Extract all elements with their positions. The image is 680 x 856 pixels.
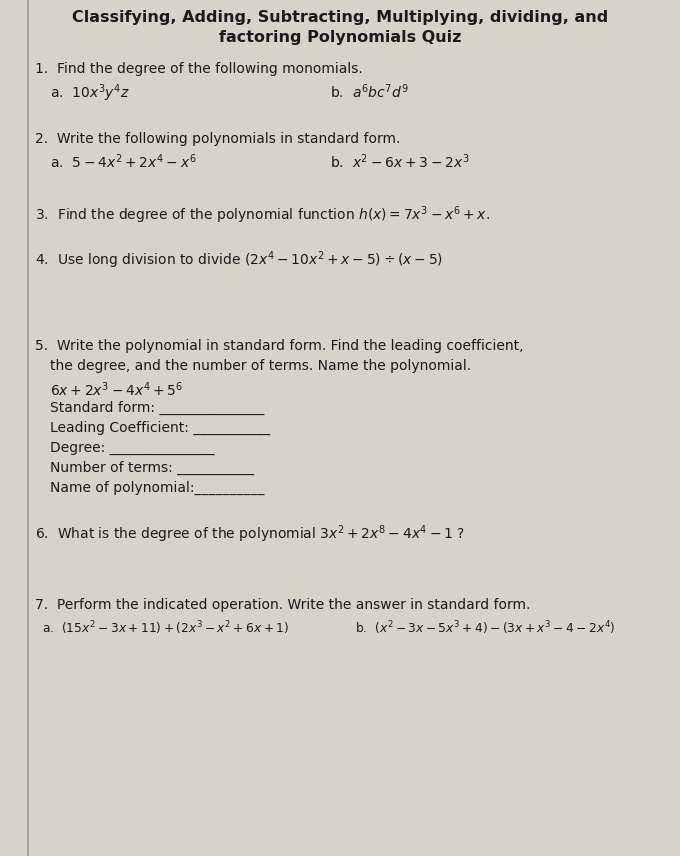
- Text: Leading Coefficient: ___________: Leading Coefficient: ___________: [50, 421, 270, 435]
- Text: b.  $x^2-6x+3-2x^3$: b. $x^2-6x+3-2x^3$: [330, 152, 469, 170]
- Text: a.  $(15x^2-3x+11)+(2x^3-x^2+6x+1)$: a. $(15x^2-3x+11)+(2x^3-x^2+6x+1)$: [42, 619, 289, 637]
- Text: Degree: _______________: Degree: _______________: [50, 441, 215, 455]
- Text: a.  $5-4x^2+2x^4-x^6$: a. $5-4x^2+2x^4-x^6$: [50, 152, 197, 170]
- Text: b.  $a^6bc^7d^9$: b. $a^6bc^7d^9$: [330, 82, 409, 101]
- Text: a.  $10x^3y^4z$: a. $10x^3y^4z$: [50, 82, 130, 104]
- Text: 6.  What is the degree of the polynomial $3x^2+2x^8-4x^4-1$ ?: 6. What is the degree of the polynomial …: [35, 523, 465, 544]
- Text: 1.  Find the degree of the following monomials.: 1. Find the degree of the following mono…: [35, 62, 362, 76]
- Text: Name of polynomial:__________: Name of polynomial:__________: [50, 481, 265, 495]
- Text: $6x+2x^3-4x^4+5^6$: $6x+2x^3-4x^4+5^6$: [50, 380, 183, 399]
- Text: 5.  Write the polynomial in standard form. Find the leading coefficient,: 5. Write the polynomial in standard form…: [35, 339, 524, 353]
- Text: Number of terms: ___________: Number of terms: ___________: [50, 461, 254, 475]
- Text: the degree, and the number of terms. Name the polynomial.: the degree, and the number of terms. Nam…: [50, 359, 471, 373]
- Text: 7.  Perform the indicated operation. Write the answer in standard form.: 7. Perform the indicated operation. Writ…: [35, 598, 530, 612]
- Text: b.  $(x^2-3x-5x^3+4)-(3x+x^3-4-2x^4)$: b. $(x^2-3x-5x^3+4)-(3x+x^3-4-2x^4)$: [355, 619, 615, 637]
- Text: Classifying, Adding, Subtracting, Multiplying, dividing, and: Classifying, Adding, Subtracting, Multip…: [72, 10, 608, 25]
- Text: 2.  Write the following polynomials in standard form.: 2. Write the following polynomials in st…: [35, 132, 401, 146]
- Text: factoring Polynomials Quiz: factoring Polynomials Quiz: [219, 30, 461, 45]
- Text: 4.  Use long division to divide $(2x^4-10x^2+x-5)\div(x-5)$: 4. Use long division to divide $(2x^4-10…: [35, 249, 443, 270]
- Text: 3.  Find the degree of the polynomial function $h(x)=7x^3-x^6+x$.: 3. Find the degree of the polynomial fun…: [35, 204, 490, 226]
- Text: Standard form: _______________: Standard form: _______________: [50, 401, 265, 415]
